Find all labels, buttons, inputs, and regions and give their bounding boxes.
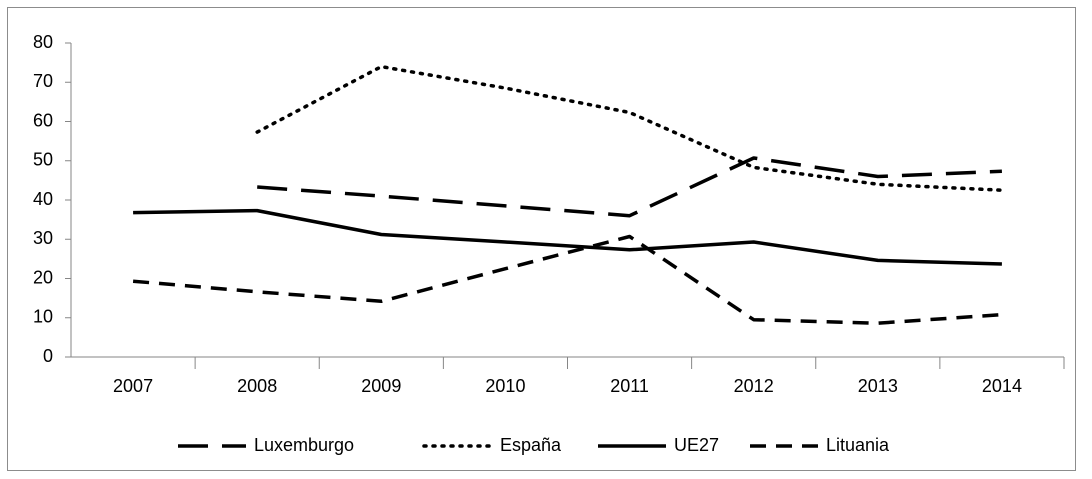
x-tick-label: 2009 [361,376,401,396]
x-tick-label: 2010 [485,376,525,396]
legend-label: Luxemburgo [254,435,354,455]
y-tick-label: 60 [33,110,53,130]
x-tick-label: 2011 [610,376,649,396]
y-tick-label: 30 [33,228,53,248]
series-line [133,208,1002,266]
x-tick-label: 2007 [113,376,153,396]
x-tick-label: 2008 [237,376,277,396]
x-tick-label: 2014 [982,376,1022,396]
legend-label: España [500,435,562,455]
series-line [257,156,1002,218]
y-tick-label: 0 [43,346,53,366]
y-tick-label: 70 [33,71,53,91]
legend-label: Lituania [826,435,890,455]
legend-label: UE27 [674,435,719,455]
y-tick-label: 40 [33,189,53,209]
series-line [132,234,1003,325]
y-tick-label: 10 [33,307,53,327]
x-tick-label: 2013 [858,376,898,396]
y-tick-label: 20 [33,267,53,287]
chart-border [7,7,1076,471]
y-tick-label: 80 [33,32,53,52]
y-tick-label: 50 [33,150,53,170]
x-tick-label: 2012 [734,376,774,396]
